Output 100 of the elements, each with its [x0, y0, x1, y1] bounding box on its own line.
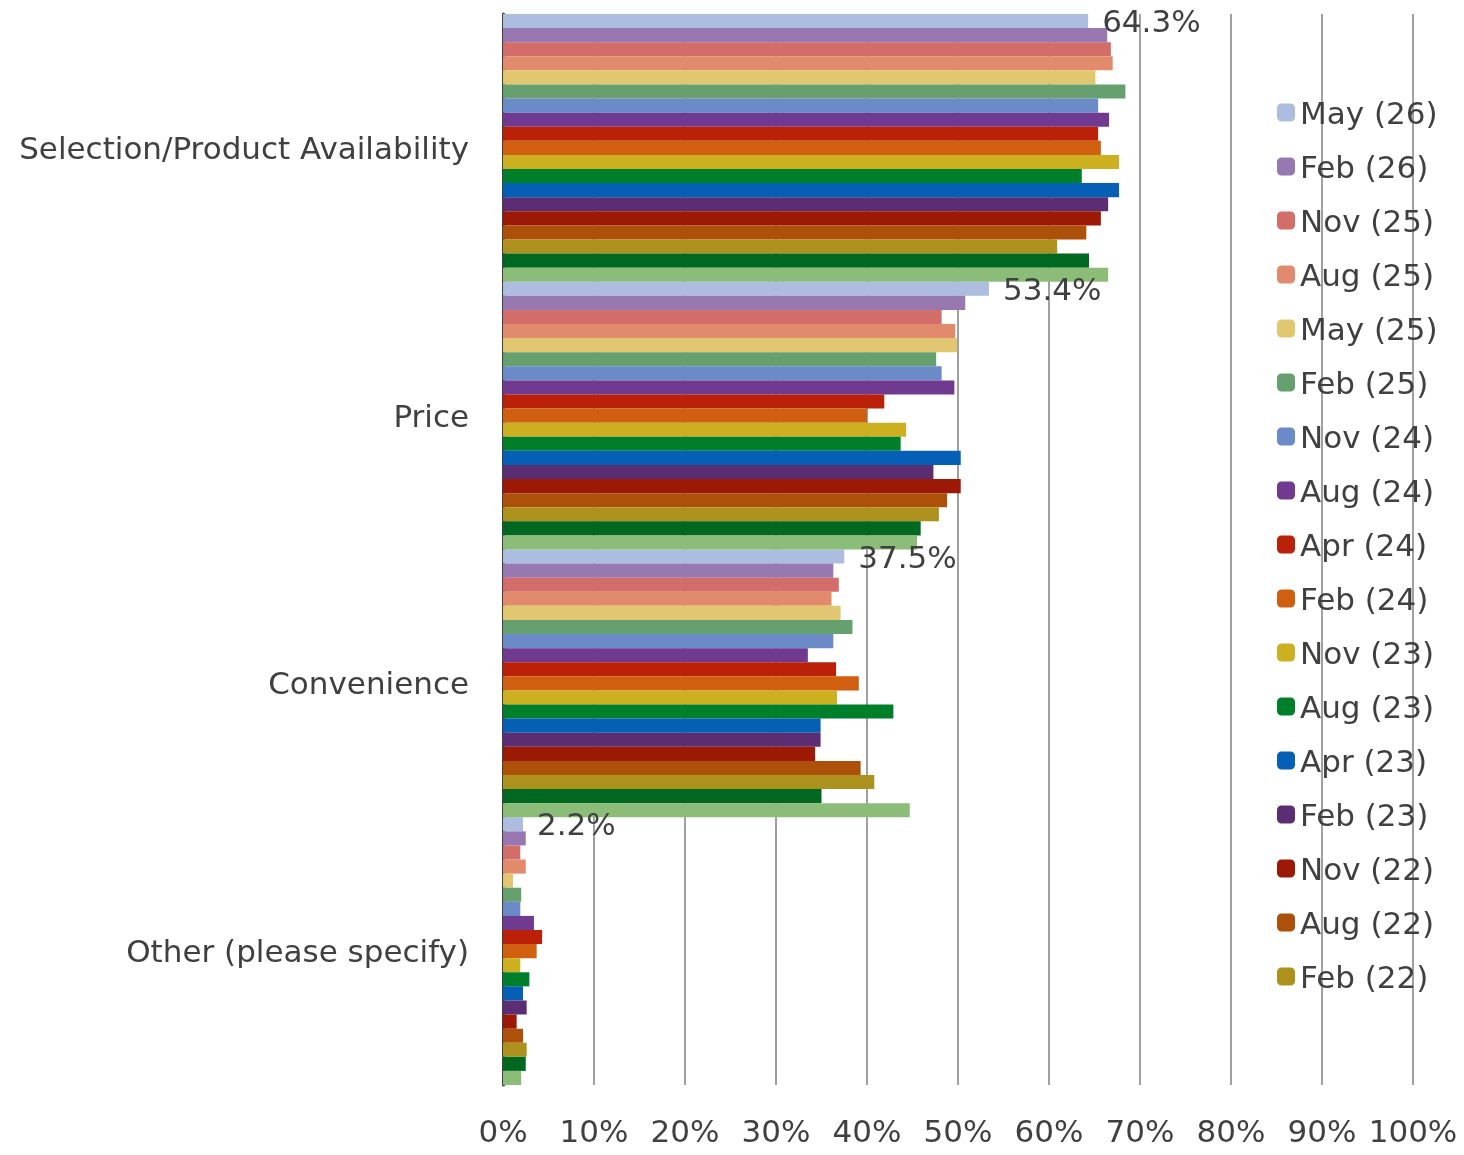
bar — [503, 126, 1099, 141]
bar — [503, 831, 526, 846]
bar — [503, 845, 521, 860]
legend-label: Aug (24) — [1300, 472, 1435, 509]
data-label: 53.4% — [1002, 270, 1102, 307]
bar — [503, 380, 955, 395]
legend-label: Feb (22) — [1300, 958, 1429, 995]
bar — [503, 873, 514, 888]
data-label: 37.5% — [858, 538, 957, 575]
bar — [503, 42, 1111, 57]
bar — [503, 929, 543, 945]
y-tick-label: Other (please specify) — [126, 933, 469, 970]
bar — [503, 605, 841, 620]
legend-label: May (25) — [1300, 310, 1438, 347]
x-tick-label: 80% — [1196, 1112, 1266, 1149]
bar — [503, 422, 907, 437]
bar — [503, 774, 875, 790]
bar — [503, 563, 834, 578]
bar — [503, 394, 885, 409]
data-label: 64.3% — [1102, 3, 1201, 40]
x-tick-label: 40% — [832, 1112, 902, 1149]
x-tick-label: 0% — [478, 1112, 528, 1149]
bar — [503, 309, 942, 325]
bar — [503, 789, 822, 804]
bar — [503, 634, 834, 649]
bar — [503, 98, 1099, 113]
bar — [503, 112, 1110, 127]
bar — [503, 507, 939, 522]
legend-label: Nov (22) — [1300, 850, 1434, 887]
bar — [503, 493, 948, 508]
bar — [503, 662, 837, 677]
legend-label: Feb (25) — [1300, 364, 1429, 401]
bar — [503, 324, 956, 339]
y-tick-label: Convenience — [268, 665, 469, 702]
bar — [503, 859, 526, 874]
x-tick-label: 60% — [1014, 1112, 1084, 1149]
bar — [503, 887, 522, 902]
bar — [503, 253, 1090, 268]
bar — [503, 140, 1101, 155]
bar — [503, 577, 839, 592]
bar — [503, 1070, 522, 1085]
bar — [503, 479, 961, 494]
x-tick-label: 90% — [1287, 1112, 1357, 1149]
bar — [503, 450, 961, 465]
legend-label: Apr (24) — [1300, 526, 1428, 563]
legend-label: Feb (26) — [1300, 148, 1429, 185]
bar — [503, 704, 894, 719]
data-label: 2.2% — [537, 806, 616, 843]
bar — [503, 70, 1096, 85]
bar — [503, 169, 1082, 184]
x-tick-label: 30% — [741, 1112, 811, 1149]
bar — [503, 239, 1058, 254]
bar — [503, 901, 521, 916]
bar — [503, 690, 837, 705]
bar — [503, 746, 816, 761]
bar — [503, 944, 537, 959]
bar — [503, 281, 989, 296]
legend-label: Feb (23) — [1300, 796, 1429, 833]
bar — [503, 718, 821, 733]
bar — [503, 619, 853, 635]
bar — [503, 154, 1120, 170]
bar — [503, 295, 966, 310]
bar — [503, 211, 1101, 226]
bar — [503, 352, 937, 367]
bar — [503, 648, 808, 663]
bar — [503, 464, 934, 480]
bar — [503, 732, 821, 747]
legend-label: May (26) — [1300, 94, 1438, 131]
bar — [503, 225, 1087, 240]
bar — [503, 338, 958, 353]
bar — [503, 408, 867, 423]
bar — [503, 972, 530, 987]
bar — [503, 676, 859, 691]
x-tick-label: 50% — [923, 1112, 993, 1149]
legend-label: Nov (25) — [1300, 202, 1434, 239]
bar — [503, 1056, 526, 1071]
x-tick-label: 100% — [1368, 1112, 1458, 1149]
bar — [503, 84, 1126, 99]
bar — [503, 958, 521, 973]
x-tick-label: 70% — [1105, 1112, 1175, 1149]
legend-label: Nov (24) — [1300, 418, 1434, 455]
bar — [503, 1000, 527, 1015]
x-tick-label: 20% — [650, 1112, 720, 1149]
bar — [503, 183, 1120, 198]
bar — [503, 591, 832, 606]
bar — [503, 986, 524, 1001]
legend-label: Aug (22) — [1300, 904, 1435, 941]
bar — [503, 760, 861, 775]
bar — [503, 549, 845, 564]
legend-label: Apr (23) — [1300, 742, 1428, 779]
bar — [503, 197, 1109, 212]
legend-label: Aug (23) — [1300, 688, 1435, 725]
bar — [503, 366, 942, 381]
x-tick-label: 10% — [559, 1112, 629, 1149]
bar — [503, 521, 921, 536]
y-tick-label: Price — [393, 397, 469, 434]
legend-label: Nov (23) — [1300, 634, 1434, 671]
bar — [503, 915, 534, 930]
bar — [503, 436, 901, 451]
bar — [503, 1014, 517, 1029]
